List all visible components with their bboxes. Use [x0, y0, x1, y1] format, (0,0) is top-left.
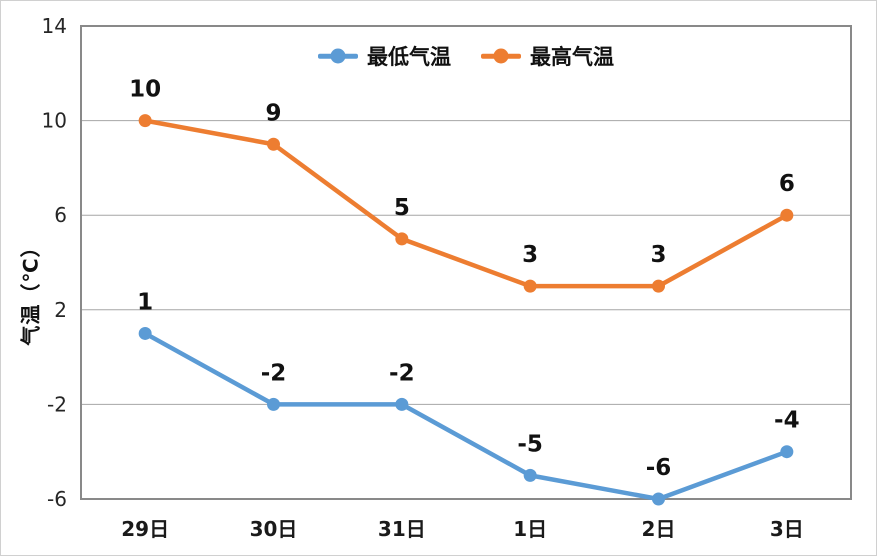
max-temp-data-label: 3	[522, 242, 538, 268]
y-tick-label: 14	[42, 14, 67, 38]
max-temp-line[interactable]	[142, 118, 790, 289]
min-temp-marker[interactable]	[652, 492, 665, 506]
y-axis-title: 气温（℃）	[18, 236, 43, 346]
max-temp-data-label: 9	[265, 100, 281, 126]
x-tick-label: 1日	[513, 517, 547, 541]
min-temp-marker[interactable]	[523, 468, 537, 482]
x-tick-label: 31日	[378, 517, 426, 541]
y-tick-label: -6	[47, 487, 67, 511]
max-temp-marker[interactable]	[395, 232, 409, 246]
legend-label-min-temp: 最低气温	[367, 45, 451, 69]
line-marker-icon	[481, 48, 521, 64]
legend-item-min-temp[interactable]: 最低气温	[318, 41, 451, 71]
max-temp-marker[interactable]	[267, 137, 280, 151]
max-temp-data-label: 10	[129, 77, 161, 103]
min-temp-marker[interactable]	[138, 326, 152, 340]
max-temp-marker[interactable]	[523, 279, 537, 293]
min-temp-data-label: -2	[261, 360, 287, 386]
y-tick-label: 2	[54, 298, 67, 322]
min-temp-marker[interactable]	[267, 397, 280, 411]
max-temp-marker[interactable]	[652, 279, 665, 293]
x-tick-label: 29日	[121, 517, 169, 541]
min-temp-data-label: -5	[517, 431, 543, 457]
legend-key-dot	[493, 48, 509, 64]
max-temp-marker[interactable]	[780, 208, 794, 222]
min-temp-line[interactable]	[142, 331, 790, 502]
y-tick-label: 10	[42, 109, 67, 133]
max-temp-marker[interactable]	[138, 114, 152, 128]
min-temp-data-label: -2	[389, 360, 415, 386]
min-temp-data-label: 1	[137, 289, 153, 315]
plot-border	[80, 25, 852, 500]
line-marker-icon	[318, 48, 358, 64]
x-tick-label: 2日	[642, 517, 676, 541]
max-temp-data-label: 5	[394, 195, 410, 221]
min-temp-data-label: -6	[646, 455, 672, 481]
legend-item-max-temp[interactable]: 最高气温	[481, 41, 614, 71]
y-tick-label: 6	[54, 203, 67, 227]
legend: 最低气温 最高气温	[318, 41, 614, 71]
legend-key-dot	[330, 48, 346, 64]
max-temp-data-label: 3	[650, 242, 666, 268]
min-temp-data-label: -4	[774, 408, 800, 434]
y-tick-label: -2	[47, 392, 67, 416]
x-tick-label: 3日	[770, 517, 804, 541]
min-temp-marker[interactable]	[780, 445, 794, 459]
x-tick-label: 30日	[250, 517, 298, 541]
legend-label-max-temp: 最高气温	[530, 45, 614, 69]
max-temp-data-label: 6	[779, 171, 795, 197]
min-temp-marker[interactable]	[395, 397, 409, 411]
